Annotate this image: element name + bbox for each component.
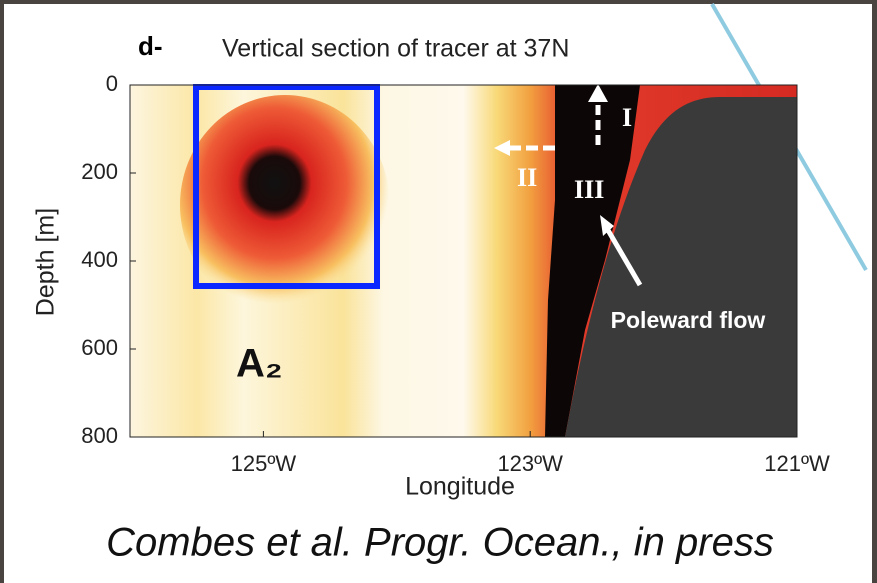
panel-label: d-	[138, 31, 163, 61]
x-tick-label: 123ºW	[497, 451, 563, 476]
plot	[130, 84, 797, 437]
y-tick-label: 0	[106, 71, 118, 96]
x-axis-label: Longitude	[405, 473, 515, 501]
y-axis-label: Depth [m]	[32, 208, 60, 316]
y-tick-label: 800	[81, 423, 118, 448]
figure: d- Vertical section of tracer at 37N Dep…	[0, 0, 877, 583]
flow-label: Poleward flow	[611, 307, 766, 333]
y-tick-label: 200	[81, 159, 118, 184]
tracer-maximum	[180, 95, 390, 315]
y-tick-label: 600	[81, 335, 118, 360]
x-tick-label: 121ºW	[764, 451, 830, 476]
region-label: A₂	[236, 342, 283, 386]
chart-title: Vertical section of tracer at 37N	[222, 35, 569, 63]
arrow-label: III	[574, 175, 604, 204]
arrow-label: II	[517, 163, 537, 192]
arrow-label: I	[622, 103, 632, 132]
caption: Combes et al. Progr. Ocean., in press	[106, 521, 774, 565]
x-tick-label: 125ºW	[231, 451, 297, 476]
y-tick-label: 400	[81, 247, 118, 272]
